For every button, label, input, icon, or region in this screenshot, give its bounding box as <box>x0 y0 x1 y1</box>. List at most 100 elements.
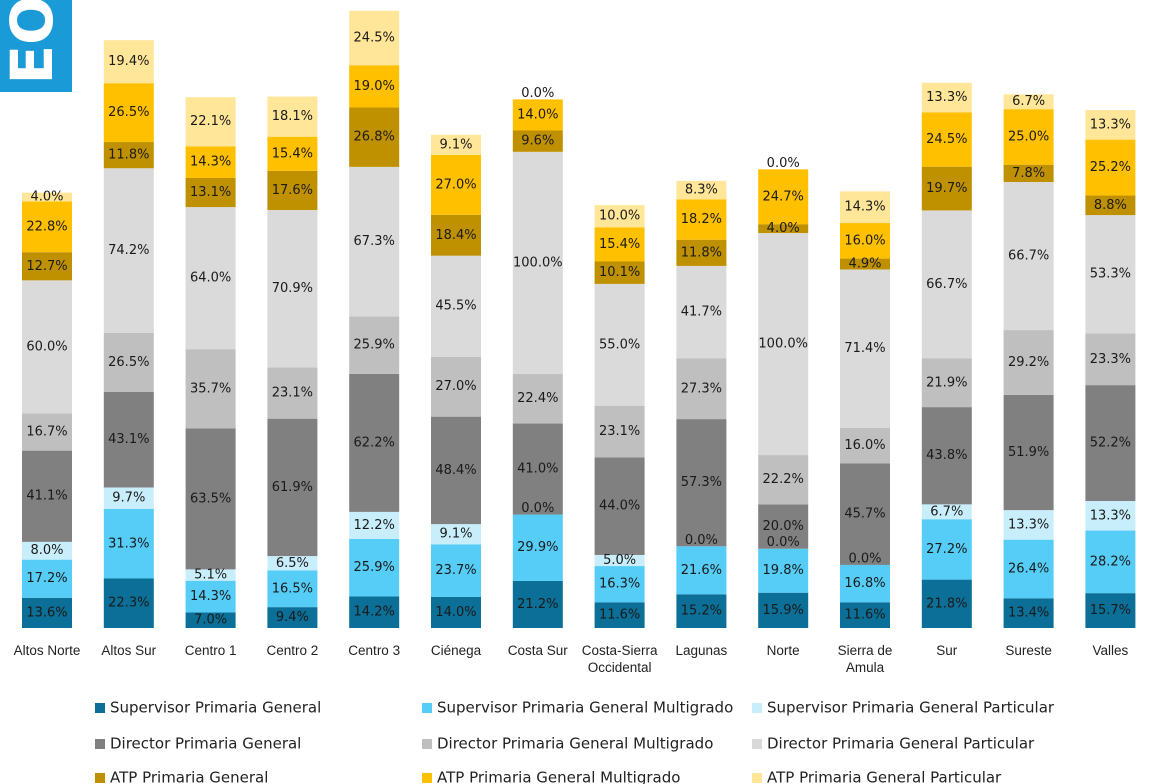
bar-segment <box>512 99 563 131</box>
value-label: 100.0% <box>758 337 808 352</box>
value-label: 15.9% <box>763 603 804 618</box>
bar-segment <box>512 130 563 152</box>
bar-segment <box>103 391 154 488</box>
bar-segment <box>431 356 481 417</box>
bar-segment <box>676 594 727 628</box>
bar-segment <box>840 564 890 603</box>
value-label: 63.5% <box>190 491 231 506</box>
value-label: 15.4% <box>272 146 313 161</box>
bar-segment <box>676 239 727 266</box>
bar-segment <box>431 416 481 525</box>
x-tick-label: Altos Norte <box>13 643 81 658</box>
bar-segment <box>22 541 72 560</box>
bar-segment <box>185 569 236 581</box>
bar-segment <box>103 40 154 84</box>
bar-segment <box>758 592 809 628</box>
bar-segment <box>185 97 236 147</box>
value-label: 9.1% <box>439 527 472 542</box>
bar-segment <box>1003 394 1054 511</box>
value-label: 16.5% <box>272 581 313 596</box>
bar-segment <box>676 180 727 200</box>
bar-segment <box>103 487 154 510</box>
value-label: 23.1% <box>599 424 640 439</box>
bar-segment <box>840 269 890 428</box>
value-label: 9.7% <box>112 491 145 506</box>
value-label: 25.2% <box>1090 160 1131 175</box>
value-label: 18.2% <box>681 212 722 227</box>
value-label: 74.2% <box>108 243 149 258</box>
value-label: 10.1% <box>599 265 640 280</box>
bar-segment <box>594 554 645 567</box>
value-label: 22.2% <box>763 472 804 487</box>
bar-segment <box>349 65 400 108</box>
value-label: 24.7% <box>763 189 804 204</box>
bar-segment <box>185 612 236 628</box>
value-label: 27.0% <box>435 177 476 192</box>
legend-label: Supervisor Primaria General Multigrado <box>437 699 733 717</box>
value-label: 14.3% <box>844 200 885 215</box>
x-tick-label: Norte <box>766 643 800 658</box>
value-label: 8.3% <box>685 183 718 198</box>
value-label: 71.4% <box>844 341 885 356</box>
value-label: 8.8% <box>1094 198 1127 213</box>
value-label: 13.1% <box>190 185 231 200</box>
value-label: 13.3% <box>926 90 967 105</box>
value-label: 19.0% <box>354 79 395 94</box>
bar-segment <box>1003 330 1054 395</box>
value-label: 21.6% <box>681 563 722 578</box>
value-label: 6.5% <box>276 556 309 571</box>
bar-segment <box>185 428 236 570</box>
x-tick-label: Sierra de Amula <box>837 643 893 675</box>
legend-label: ATP Primaria General Particular <box>767 769 1002 784</box>
bar-segment <box>185 349 236 429</box>
value-label: 53.3% <box>1090 267 1131 282</box>
value-label: 4.0% <box>30 190 63 205</box>
bar-segment <box>676 546 727 595</box>
value-label: 0.0% <box>848 551 881 566</box>
bar-segment <box>22 201 72 253</box>
value-label: 14.3% <box>190 589 231 604</box>
bar-segment <box>185 178 236 208</box>
value-label: 5.1% <box>194 568 227 583</box>
bar-segment <box>1003 109 1054 165</box>
x-tick-label: Centro 2 <box>266 643 319 658</box>
value-label: 13.3% <box>1090 117 1131 132</box>
bar-segment <box>676 419 727 547</box>
legend-swatch <box>95 739 105 749</box>
value-label: 13.6% <box>26 605 67 620</box>
value-label: 0.0% <box>685 533 718 548</box>
value-label: 7.8% <box>1012 166 1045 181</box>
x-tick-label: Lagunas <box>675 643 728 658</box>
bar-segment <box>594 205 645 228</box>
value-label: 43.1% <box>108 432 149 447</box>
bar-segment <box>921 82 972 113</box>
legend-label: Director Primaria General Multigrado <box>437 735 713 753</box>
value-label: 13.3% <box>1008 517 1049 532</box>
legend-swatch <box>422 773 432 783</box>
bar-segment <box>1085 215 1136 334</box>
legend-swatch <box>752 773 762 783</box>
bar-segment <box>1003 182 1054 331</box>
value-label: 24.5% <box>926 132 967 147</box>
value-label: 0.0% <box>521 501 554 516</box>
legend-label: ATP Primaria General <box>110 769 268 784</box>
value-label: 21.9% <box>926 375 967 390</box>
bar-segment <box>267 96 318 137</box>
value-label: 16.0% <box>844 438 885 453</box>
bar-segment <box>1085 195 1136 216</box>
bar-segment <box>267 136 318 171</box>
value-label: 52.2% <box>1090 436 1131 451</box>
legend-swatch <box>752 739 762 749</box>
bar-segment <box>512 151 563 374</box>
bar-segment <box>349 538 400 597</box>
value-label: 19.4% <box>108 54 149 69</box>
bar-segment <box>594 227 645 262</box>
bar-segment <box>103 83 154 143</box>
value-label: 15.4% <box>599 237 640 252</box>
bar-segment <box>840 602 890 628</box>
value-label: 9.4% <box>276 610 309 625</box>
legend-swatch <box>95 773 105 783</box>
value-label: 51.9% <box>1008 445 1049 460</box>
value-label: 16.3% <box>599 577 640 592</box>
value-label: 4.0% <box>767 221 800 236</box>
